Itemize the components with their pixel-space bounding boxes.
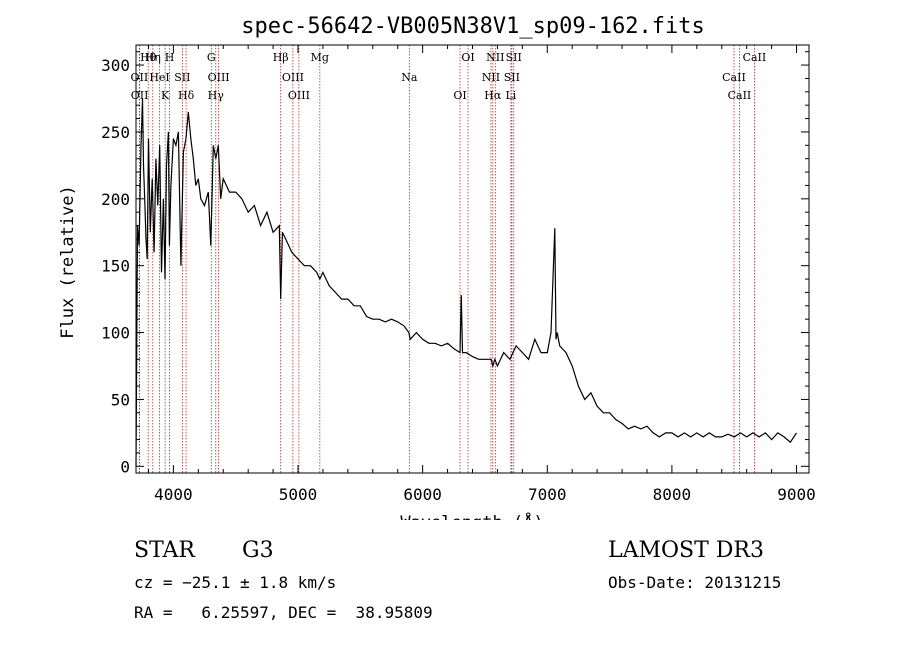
y-tick-label: 250 xyxy=(101,123,130,142)
object-class: STAR xyxy=(134,538,195,563)
object-subclass: G3 xyxy=(242,538,274,563)
x-tick-label: 7000 xyxy=(528,485,567,504)
spectral-line-label: OII xyxy=(131,89,149,102)
spectral-line-label: HeI xyxy=(149,71,169,84)
spectral-line-label: H xyxy=(165,51,175,64)
spectral-line-label: Li xyxy=(505,89,516,102)
x-tick-label: 4000 xyxy=(154,485,193,504)
x-tick-label: 6000 xyxy=(403,485,442,504)
y-axis-ticks: 0 50 100 150 200 250 300 xyxy=(101,51,809,476)
x-axis-label: Wavelength (Å) xyxy=(400,511,543,520)
spectral-line-label: K xyxy=(161,89,170,102)
spectral-line-label: OIII xyxy=(288,89,310,102)
spectral-line-label: Hγ xyxy=(208,89,225,102)
spectral-line-label: SII xyxy=(506,51,522,64)
spectral-line-label: OI xyxy=(453,89,466,102)
chart-title: spec-56642-VB005N38V1_sp09-162.fits xyxy=(241,14,705,39)
x-axis-ticks: 4000 5000 6000 7000 8000 9000 xyxy=(147,45,816,504)
y-tick-label: 100 xyxy=(101,324,130,343)
x-tick-label: 5000 xyxy=(279,485,318,504)
y-tick-label: 200 xyxy=(101,190,130,209)
redshift-velocity: cz = −25.1 ± 1.8 km/s xyxy=(134,573,337,592)
spectral-line-label: NII xyxy=(486,51,504,64)
y-tick-label: 150 xyxy=(101,257,130,276)
spectral-lines-layer xyxy=(138,45,755,473)
spectral-line-label: Na xyxy=(401,71,418,84)
spectral-line-label: CaII xyxy=(722,71,746,84)
x-tick-label: 8000 xyxy=(653,485,692,504)
spectral-line-label: CaII xyxy=(743,51,767,64)
spectral-line-label: Mg xyxy=(311,51,329,64)
spectrum-chart: spec-56642-VB005N38V1_sp09-162.fits Hθ OI… xyxy=(58,14,816,520)
spectral-line-label: Hβ xyxy=(273,51,289,64)
spectral-line-label: NII xyxy=(482,71,500,84)
survey-name: LAMOST DR3 xyxy=(608,538,764,563)
y-tick-label: 300 xyxy=(101,56,130,75)
spectral-line-label: G xyxy=(207,51,216,64)
spectral-line-label: Hη xyxy=(145,51,161,64)
y-axis-label: Flux (relative) xyxy=(58,185,78,339)
coordinates: RA = 6.25597, DEC = 38.95809 xyxy=(134,603,433,622)
spectral-line-label: OIII xyxy=(208,71,230,84)
observation-date: Obs-Date: 20131215 xyxy=(608,573,782,592)
spectral-line-label: Hα xyxy=(484,89,502,102)
x-tick-label: 9000 xyxy=(777,485,816,504)
spectral-line-label: Hθ xyxy=(140,51,157,64)
y-tick-label: 0 xyxy=(120,457,130,476)
spectral-line-labels-layer: Hθ OII OII Hη HeI K H SII Hδ G OIII Hγ Hβ OIII OIII Mg N… xyxy=(131,51,767,102)
spectral-line-label: SII xyxy=(174,71,190,84)
plot-frame xyxy=(135,44,810,474)
spectrum-line xyxy=(135,98,797,467)
spectral-line-label: OIII xyxy=(282,71,304,84)
spectral-line-label: OI xyxy=(461,51,474,64)
spectral-line-label: Hδ xyxy=(178,89,195,102)
spectral-line-label: SII xyxy=(504,71,520,84)
y-tick-label: 50 xyxy=(111,390,130,409)
spectral-line-label: OII xyxy=(131,71,149,84)
spectral-line-label: CaII xyxy=(728,89,752,102)
